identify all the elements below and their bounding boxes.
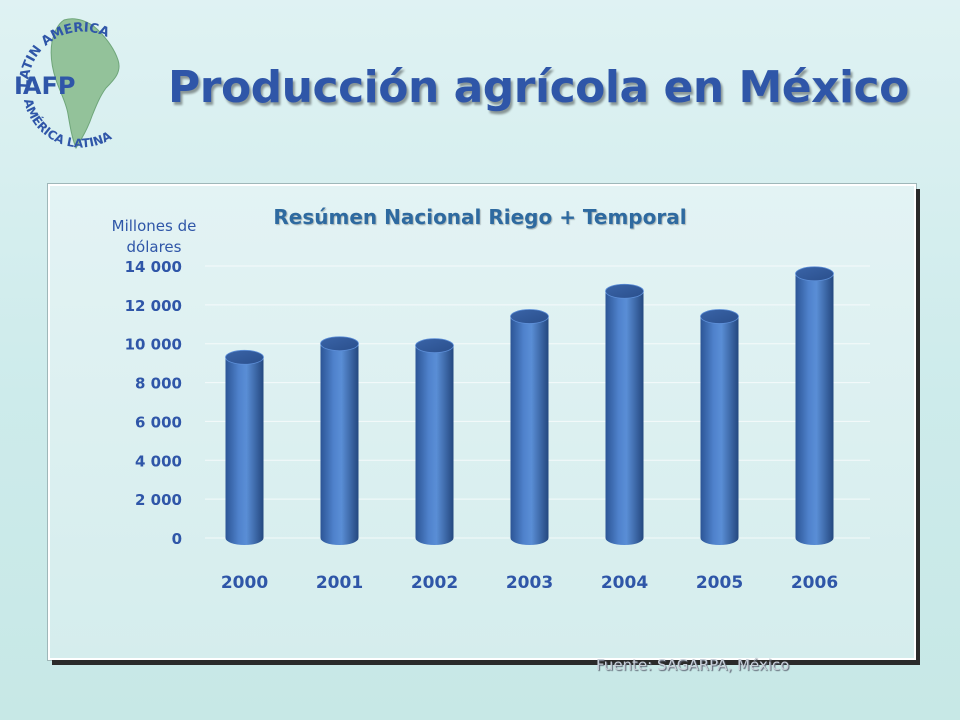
- x-tick-label: 2004: [601, 573, 648, 593]
- y-tick-label: 12 000: [125, 297, 182, 315]
- slide-title: Producción agrícola en México: [168, 62, 909, 113]
- x-tick-label: 2003: [506, 573, 553, 593]
- x-tick-label: 2002: [411, 573, 458, 593]
- y-tick-label: 6 000: [135, 413, 182, 431]
- bar: [415, 338, 454, 545]
- bar-chart: Resúmen Nacional Riego + Temporal Millon…: [112, 205, 870, 593]
- source-note: Fuente: SAGARPA, México: [596, 656, 790, 674]
- chart-title: Resúmen Nacional Riego + Temporal: [273, 205, 686, 229]
- x-axis-ticks: 2000 2001 2002 2003 2004 2005 2006: [221, 573, 838, 593]
- continent-icon: [50, 18, 120, 150]
- x-tick-label: 2006: [791, 573, 838, 593]
- y-tick-label: 0: [172, 530, 182, 548]
- bar: [510, 309, 549, 545]
- bar: [320, 336, 359, 545]
- x-tick-label: 2005: [696, 573, 743, 593]
- y-tick-label: 10 000: [125, 336, 182, 354]
- y-tick-label: 8 000: [135, 375, 182, 393]
- x-tick-label: 2000: [221, 573, 268, 593]
- y-tick-label: 4 000: [135, 452, 182, 470]
- bar: [605, 283, 644, 545]
- bar: [700, 309, 739, 545]
- iafp-logo: LATIN AMERICA IAFP AMÉRICA LATINA: [14, 18, 120, 151]
- bar: [795, 266, 834, 545]
- chart-panel: Resúmen Nacional Riego + Temporal Millon…: [48, 184, 916, 660]
- x-tick-label: 2001: [316, 573, 363, 593]
- y-axis-ticks: 0 2 000 4 000 6 000 8 000 10 000 12 000 14 000: [125, 258, 182, 548]
- logo-text-center: IAFP: [14, 72, 76, 100]
- bar: [225, 349, 264, 545]
- y-axis-label: Millones de dólares: [112, 217, 197, 256]
- bars: [225, 266, 834, 545]
- y-tick-label: 14 000: [125, 258, 182, 276]
- y-tick-label: 2 000: [135, 491, 182, 509]
